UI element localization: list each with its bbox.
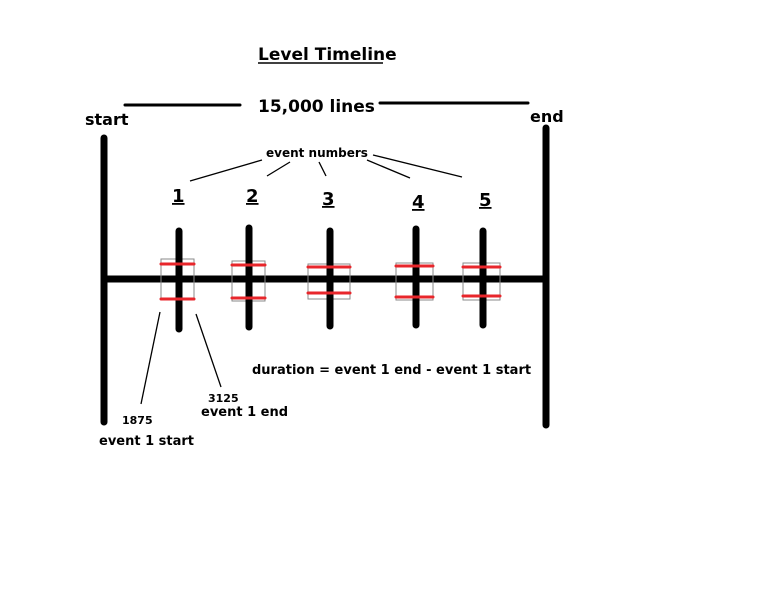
event-numbers-pointers: [189, 154, 463, 182]
event-number-2: 2: [246, 186, 259, 207]
event-number-4: 4: [412, 192, 425, 213]
event-5-marker: [461, 227, 502, 329]
event-1-end-value: 3125: [208, 392, 239, 405]
event-number-5: 5: [479, 190, 492, 211]
duration-formula: duration = event 1 end - event 1 start: [252, 363, 531, 378]
event-1-end-pointer: [195, 313, 222, 388]
event-numbers-label: event numbers: [266, 146, 368, 160]
event-1-start-label: event 1 start: [99, 434, 194, 449]
event-number-1: 1: [172, 186, 185, 207]
end-label: end: [530, 107, 564, 126]
event-3-marker: [306, 227, 352, 330]
event-1-end-label: event 1 end: [201, 405, 288, 420]
diagram-title: Level Timeline: [258, 45, 397, 65]
event-1-marker: [159, 227, 196, 333]
event-1-start-pointer: [140, 311, 161, 405]
event-4-marker: [394, 225, 435, 329]
event-2-marker: [230, 224, 267, 331]
event-1-start-value: 1875: [122, 414, 153, 427]
total-length-label: 15,000 lines: [258, 97, 375, 117]
event-number-3: 3: [322, 189, 335, 210]
start-label: start: [85, 110, 129, 129]
